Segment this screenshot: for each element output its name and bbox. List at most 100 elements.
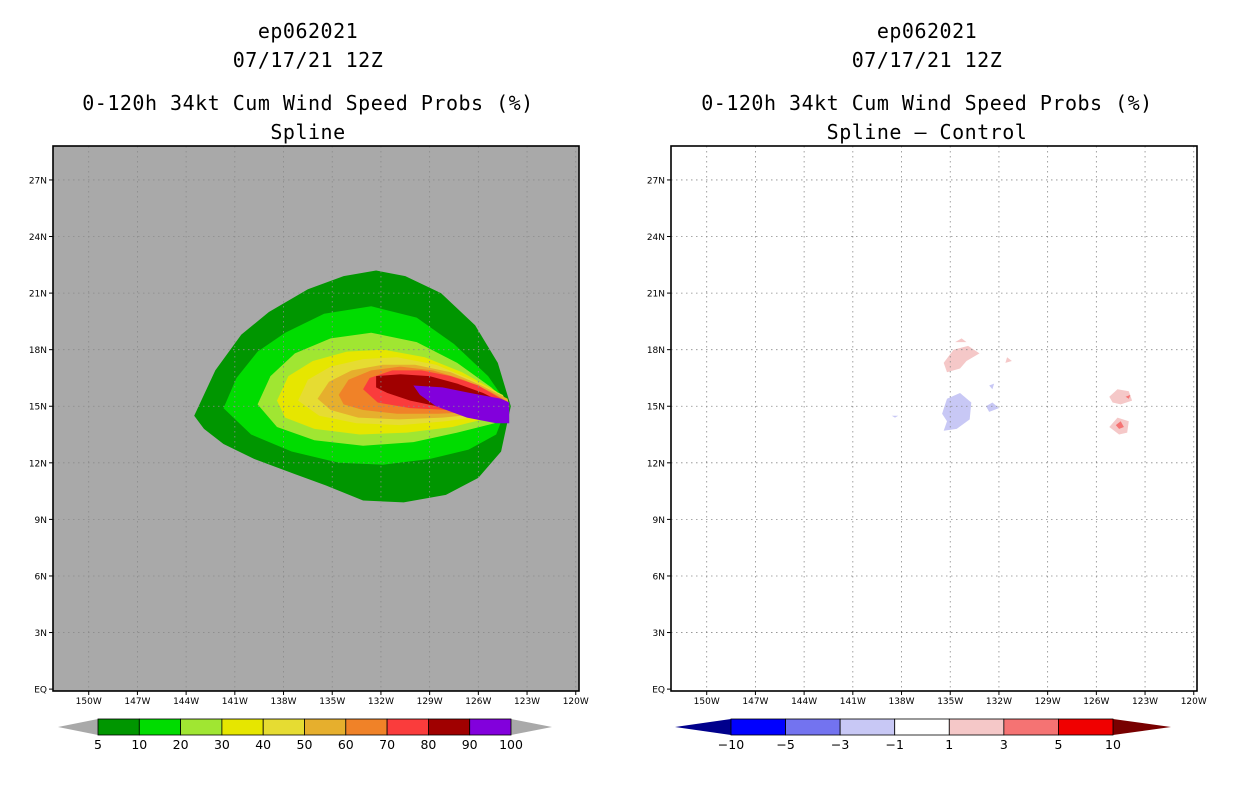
y-tick-label: 9N [653, 516, 665, 526]
x-tick-label: 135W [937, 697, 963, 707]
contour-level-neg1 [986, 402, 999, 412]
colorbar-label: −1 [885, 737, 903, 752]
colorbar-swatch [730, 718, 786, 736]
colorbar-swatch [221, 718, 264, 736]
colorbar-label: 80 [420, 737, 436, 752]
colorbar-label: 30 [214, 737, 230, 752]
contour-level-3 [1115, 421, 1124, 429]
colorbar-swatch [386, 718, 429, 736]
left-chart-title: 0-120h 34kt Cum Wind Speed Probs (%) [82, 91, 534, 115]
colorbar-swatch [138, 718, 182, 736]
colorbar-swatch [1003, 718, 1059, 736]
y-tick-label: 6N [653, 572, 665, 582]
contour-level-1 [955, 338, 967, 343]
colorbar-swatch [180, 718, 223, 736]
x-tick-label: 141W [222, 697, 248, 707]
colorbar-label: 50 [297, 737, 313, 752]
colorbar-end-low [675, 719, 731, 735]
colorbar-end-high [511, 719, 552, 735]
x-tick-label: 126W [465, 697, 491, 707]
contour-level-neg1 [942, 393, 972, 431]
contour-level-1 [943, 345, 980, 373]
plot-frame [52, 145, 580, 692]
colorbar-swatch [97, 718, 140, 736]
right-map-chart: 150W 147W 144W 141W 138W 135W 132W 129W 126W 123W… [647, 145, 1207, 752]
colorbar-label: 5 [1054, 737, 1062, 752]
colorbar-swatch [839, 718, 896, 736]
y-tick-label: 27N [647, 176, 665, 186]
right-chart-title: 0-120h 34kt Cum Wind Speed Probs (%) [701, 91, 1153, 115]
colorbar-label: 10 [131, 737, 147, 752]
colorbar-swatch [304, 718, 347, 736]
colorbar-label: 20 [173, 737, 189, 752]
x-tick-label: 120W [1181, 697, 1207, 707]
colorbar-label: 10 [1105, 737, 1121, 752]
colorbar-label: 1 [945, 737, 953, 752]
x-tick-label: 135W [319, 697, 345, 707]
colorbar-swatch [785, 718, 841, 736]
y-tick-label: 6N [35, 572, 47, 582]
x-tick-label: 147W [124, 697, 150, 707]
x-tick-label: 123W [1132, 697, 1158, 707]
left-map-chart: 150W 147W 144W 141W 138W 135W 132W 129W 126W 123W… [29, 145, 589, 752]
y-tick-label: 24N [29, 233, 47, 243]
x-tick-label: 150W [694, 697, 720, 707]
left-storm-id: ep062021 [257, 19, 359, 43]
left-chart-subtitle: Spline [270, 120, 346, 144]
colorbar-swatch [948, 718, 1005, 736]
y-tick-label: 18N [647, 346, 665, 356]
x-tick-label: 129W [1035, 697, 1061, 707]
colorbar-end-low [58, 719, 98, 735]
x-tick-label: 132W [368, 697, 394, 707]
colorbar-label: 100 [499, 737, 523, 752]
colorbar-swatch [1058, 718, 1114, 736]
y-tick-label: 9N [35, 516, 47, 526]
y-tick-label: 12N [647, 459, 665, 469]
contour-level-1 [1005, 357, 1012, 363]
x-tick-label: 144W [791, 697, 817, 707]
left-datetime: 07/17/21 12Z [232, 48, 384, 72]
contour-level-neg1 [891, 415, 899, 418]
colorbar-swatch [894, 718, 950, 736]
x-tick-label: 123W [514, 697, 540, 707]
colorbar-swatch [427, 718, 471, 736]
colorbar-label: −3 [831, 737, 849, 752]
x-tick-label: 147W [742, 697, 768, 707]
contour-level-3 [1125, 394, 1131, 399]
contour-level-1 [1109, 389, 1133, 405]
y-tick-label: 3N [35, 629, 47, 639]
contour-level-90 [413, 385, 510, 424]
y-tick-label: 27N [29, 176, 47, 186]
x-tick-label: 126W [1083, 697, 1109, 707]
plot-background [671, 146, 1197, 691]
right-chart-subtitle: Spline – Control [826, 120, 1028, 144]
colorbar-label: 60 [338, 737, 354, 752]
right-storm-id: ep062021 [876, 19, 978, 43]
y-tick-label: 21N [29, 290, 47, 300]
colorbar-end-high [1113, 719, 1171, 735]
y-tick-label: 12N [29, 459, 47, 469]
colorbar-label: −10 [718, 737, 744, 752]
x-tick-label: 132W [986, 697, 1012, 707]
x-tick-label: 144W [173, 697, 199, 707]
y-tick-label: EQ [34, 686, 47, 696]
x-tick-label: 150W [76, 697, 102, 707]
x-tick-label: 120W [563, 697, 589, 707]
x-tick-label: 138W [270, 697, 296, 707]
colorbar-label: 90 [462, 737, 478, 752]
right-datetime: 07/17/21 12Z [851, 48, 1003, 72]
colorbar-label: 3 [1000, 737, 1008, 752]
y-tick-label: EQ [652, 686, 665, 696]
y-tick-label: 15N [647, 403, 665, 413]
colorbar-label: 40 [255, 737, 271, 752]
plot-frame [670, 145, 1198, 692]
x-tick-label: 129W [417, 697, 443, 707]
y-tick-label: 21N [647, 290, 665, 300]
y-tick-label: 15N [29, 403, 47, 413]
contour-level-neg1 [989, 383, 995, 390]
colorbar-swatch [469, 718, 512, 736]
colorbar-label: 70 [379, 737, 395, 752]
colorbar-swatch [345, 718, 388, 736]
x-tick-label: 138W [888, 697, 914, 707]
colorbar-label: −5 [776, 737, 794, 752]
